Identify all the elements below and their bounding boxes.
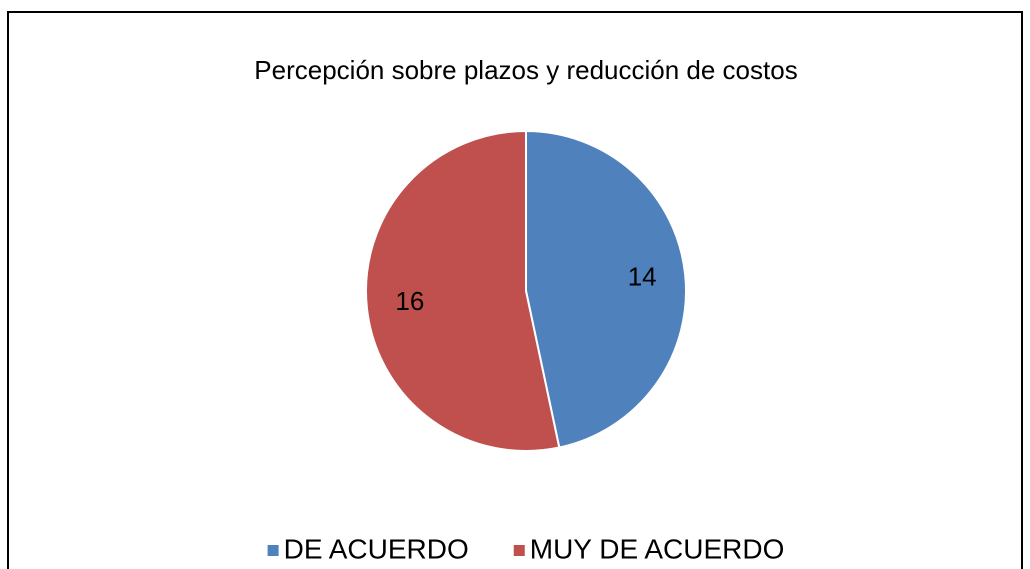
- legend-marker: [267, 545, 279, 556]
- legend-marker: [513, 545, 525, 556]
- data-label: 14: [628, 262, 657, 292]
- pie-slice: [365, 129, 561, 452]
- data-label: 16: [395, 286, 424, 316]
- legend-label: MUY DE ACUERDO: [530, 533, 785, 564]
- legend-label: DE ACUERDO: [284, 533, 469, 564]
- pie-slice: [525, 129, 687, 449]
- chart-title: Percepción sobre plazos y reducción de c…: [254, 55, 797, 85]
